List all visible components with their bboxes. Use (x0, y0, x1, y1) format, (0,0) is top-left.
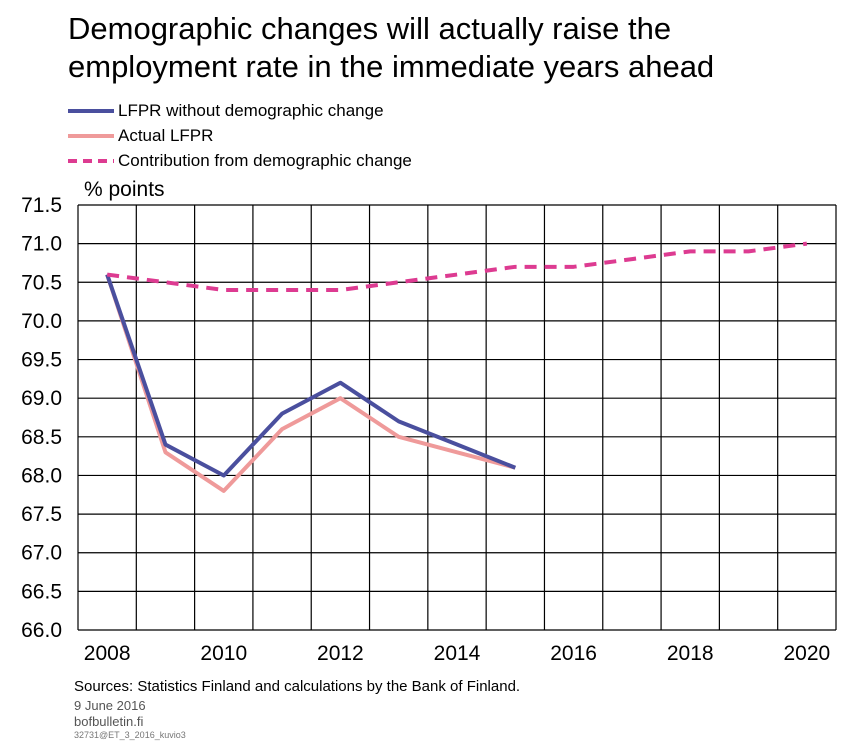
chart-title: Demographic changes will actually raise … (68, 11, 715, 84)
x-tick-label: 2016 (550, 642, 597, 665)
legend-swatch-actual (68, 133, 114, 138)
legend-item-contribution: Contribution from demographic change (68, 148, 412, 173)
y-tick-label: 69.5 (21, 349, 62, 372)
line-chart: 66.0 66.5 67.0 67.5 68.0 68.5 69.0 69.5 70.0 70.5… (21, 194, 837, 665)
y-tick-label: 67.0 (21, 542, 62, 565)
y-tick-label: 70.0 (21, 310, 62, 333)
series-line-lfpr-without (105, 273, 517, 478)
legend-item-lfpr-without: LFPR without demographic change (68, 98, 412, 123)
y-tick-label: 70.5 (21, 271, 62, 294)
y-tick-label: 69.0 (21, 387, 62, 410)
site-name: bofbulletin.fi (74, 714, 144, 729)
series-line-actual (105, 273, 516, 493)
chart-code: 32731@ET_3_2016_kuvio3 (74, 730, 186, 740)
x-tick-label: 2018 (667, 642, 714, 665)
legend-item-actual: Actual LFPR (68, 123, 412, 148)
legend-swatch-contribution (68, 158, 114, 163)
y-tick-label: 71.0 (21, 233, 62, 256)
y-tick-label: 68.5 (21, 426, 62, 449)
legend-label-actual: Actual LFPR (118, 125, 214, 145)
legend-label-lfpr-without: LFPR without demographic change (118, 100, 384, 120)
legend: LFPR without demographic change Actual L… (68, 98, 412, 173)
legend-swatch-lfpr-without (68, 108, 114, 113)
y-tick-label: 66.0 (21, 619, 62, 642)
y-axis-unit-label: % points (84, 178, 165, 201)
x-tick-label: 2014 (434, 642, 481, 665)
y-tick-label: 67.5 (21, 503, 62, 526)
x-tick-label: 2008 (84, 642, 131, 665)
y-tick-label: 66.5 (21, 580, 62, 603)
series-line-contribution (106, 241, 808, 292)
x-tick-label: 2010 (200, 642, 247, 665)
y-tick-label: 68.0 (21, 464, 62, 487)
x-tick-label: 2012 (317, 642, 364, 665)
y-tick-label: 71.5 (21, 194, 62, 217)
sources-note: Sources: Statistics Finland and calculat… (74, 678, 521, 695)
x-tick-label: 2020 (783, 642, 830, 665)
publication-date: 9 June 2016 (74, 698, 146, 713)
legend-label-contribution: Contribution from demographic change (118, 150, 412, 170)
